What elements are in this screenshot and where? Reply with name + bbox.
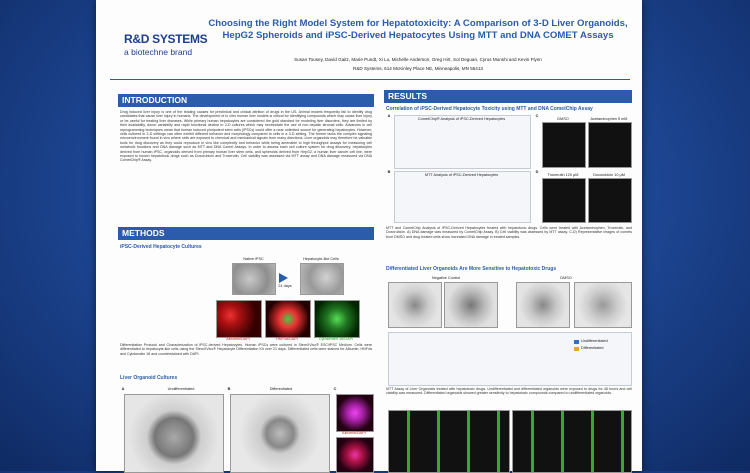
poster: R&D SYSTEMS a biotechne brand Choosing t…: [96, 0, 642, 473]
caption: Differentiation Protocol and Characteriz…: [120, 343, 372, 356]
image-label: Differentiated: [269, 387, 293, 391]
fluorescence-image: [314, 300, 360, 338]
image-label: DMSO: [560, 276, 572, 280]
comet-image: [542, 178, 586, 223]
section-heading: RESULTS: [384, 90, 632, 103]
title: Choosing the Right Model System for Hepa…: [208, 18, 628, 41]
caption: MTT Assay of Liver Organoids treated wit…: [386, 387, 632, 396]
chart-title: CometChip® Analysis of iPSC-Derived Hepa…: [417, 117, 506, 121]
image-label: Negative Control: [431, 276, 461, 280]
comet-image: [588, 178, 632, 223]
comet-image: [588, 122, 632, 168]
chart-figure: [394, 115, 531, 169]
arrow-label: 21 days: [278, 284, 292, 288]
micrograph: [124, 394, 224, 473]
panel-letter: B: [227, 387, 231, 391]
image-label: Hepatocyte-like Cells: [303, 257, 339, 261]
legend-swatch: [574, 340, 579, 344]
micrograph: [444, 282, 498, 328]
image-label: DMSO: [557, 117, 569, 121]
micrograph: [388, 282, 442, 328]
paragraph: Drug induced liver injury is one of the …: [120, 110, 372, 163]
stain-label: HNF4α/DAPI: [275, 337, 299, 341]
panel-letter: A: [121, 387, 125, 391]
fluorescence-image: [216, 300, 262, 338]
image-label: Troxerutin 120 µM: [547, 173, 579, 177]
image-label: Doxorubicin 10 µM: [593, 173, 625, 177]
fluorescence-image: [265, 300, 311, 338]
header-rule: [110, 79, 630, 80]
caption: MTT and CometChip Analysis of iPSC-Deriv…: [386, 226, 632, 239]
affiliation: R&D Systems, 614 McKinley Place NE, Minn…: [353, 66, 483, 71]
chart-figure: [388, 332, 632, 386]
subheading: iPSC-Derived Hepatocyte Cultures: [120, 244, 202, 250]
image-grid: [388, 410, 510, 473]
panel-letter: A: [387, 114, 391, 118]
micrograph: [230, 394, 330, 473]
panel-letter: C: [535, 114, 539, 118]
stain-label: Cytokeratin 18/DAPI: [318, 337, 354, 341]
legend-label: Undifferentiated: [581, 339, 608, 343]
stain-label: Albumin/DAPI: [226, 337, 250, 341]
fluorescence-image: [336, 394, 374, 432]
image-label: Acetaminophen 5 mM: [590, 117, 628, 121]
authors: Susan Tousey, David Gaitz, Marie Pundt, …: [294, 57, 542, 62]
micrograph: [516, 282, 570, 328]
subheading: Liver Organoid Cultures: [120, 375, 178, 381]
panel-letter: B: [387, 170, 391, 174]
subheading: Correlation of iPSC-Derived Hepatocyte T…: [386, 106, 593, 112]
logo-main: R&D SYSTEMS: [124, 32, 208, 46]
micrograph: [574, 282, 632, 328]
image-label: Native iPSC: [243, 257, 264, 261]
micrograph: [232, 263, 276, 295]
comet-image: [542, 122, 586, 168]
fluorescence-image: [336, 437, 374, 473]
legend-label: Differentiated: [581, 346, 604, 350]
chart-title: MTT Analysis of iPSC-Derived Hepatocytes: [424, 173, 499, 177]
chart-figure: [394, 171, 531, 223]
image-label: Undifferentiated: [167, 387, 195, 391]
arrow: [279, 273, 288, 283]
logo-sub: a biotechne brand: [124, 47, 193, 57]
micrograph: [300, 263, 344, 295]
panel-letter: C: [333, 387, 337, 391]
section-heading: METHODS: [118, 227, 374, 240]
section-heading: INTRODUCTION: [118, 94, 374, 107]
stain-label: Albumin/DAPI: [342, 431, 366, 435]
panel-letter: D: [535, 170, 539, 174]
image-grid: [512, 410, 632, 473]
legend-swatch: [574, 347, 579, 351]
subheading: Differentiated Liver Organoids Are More …: [386, 266, 557, 272]
